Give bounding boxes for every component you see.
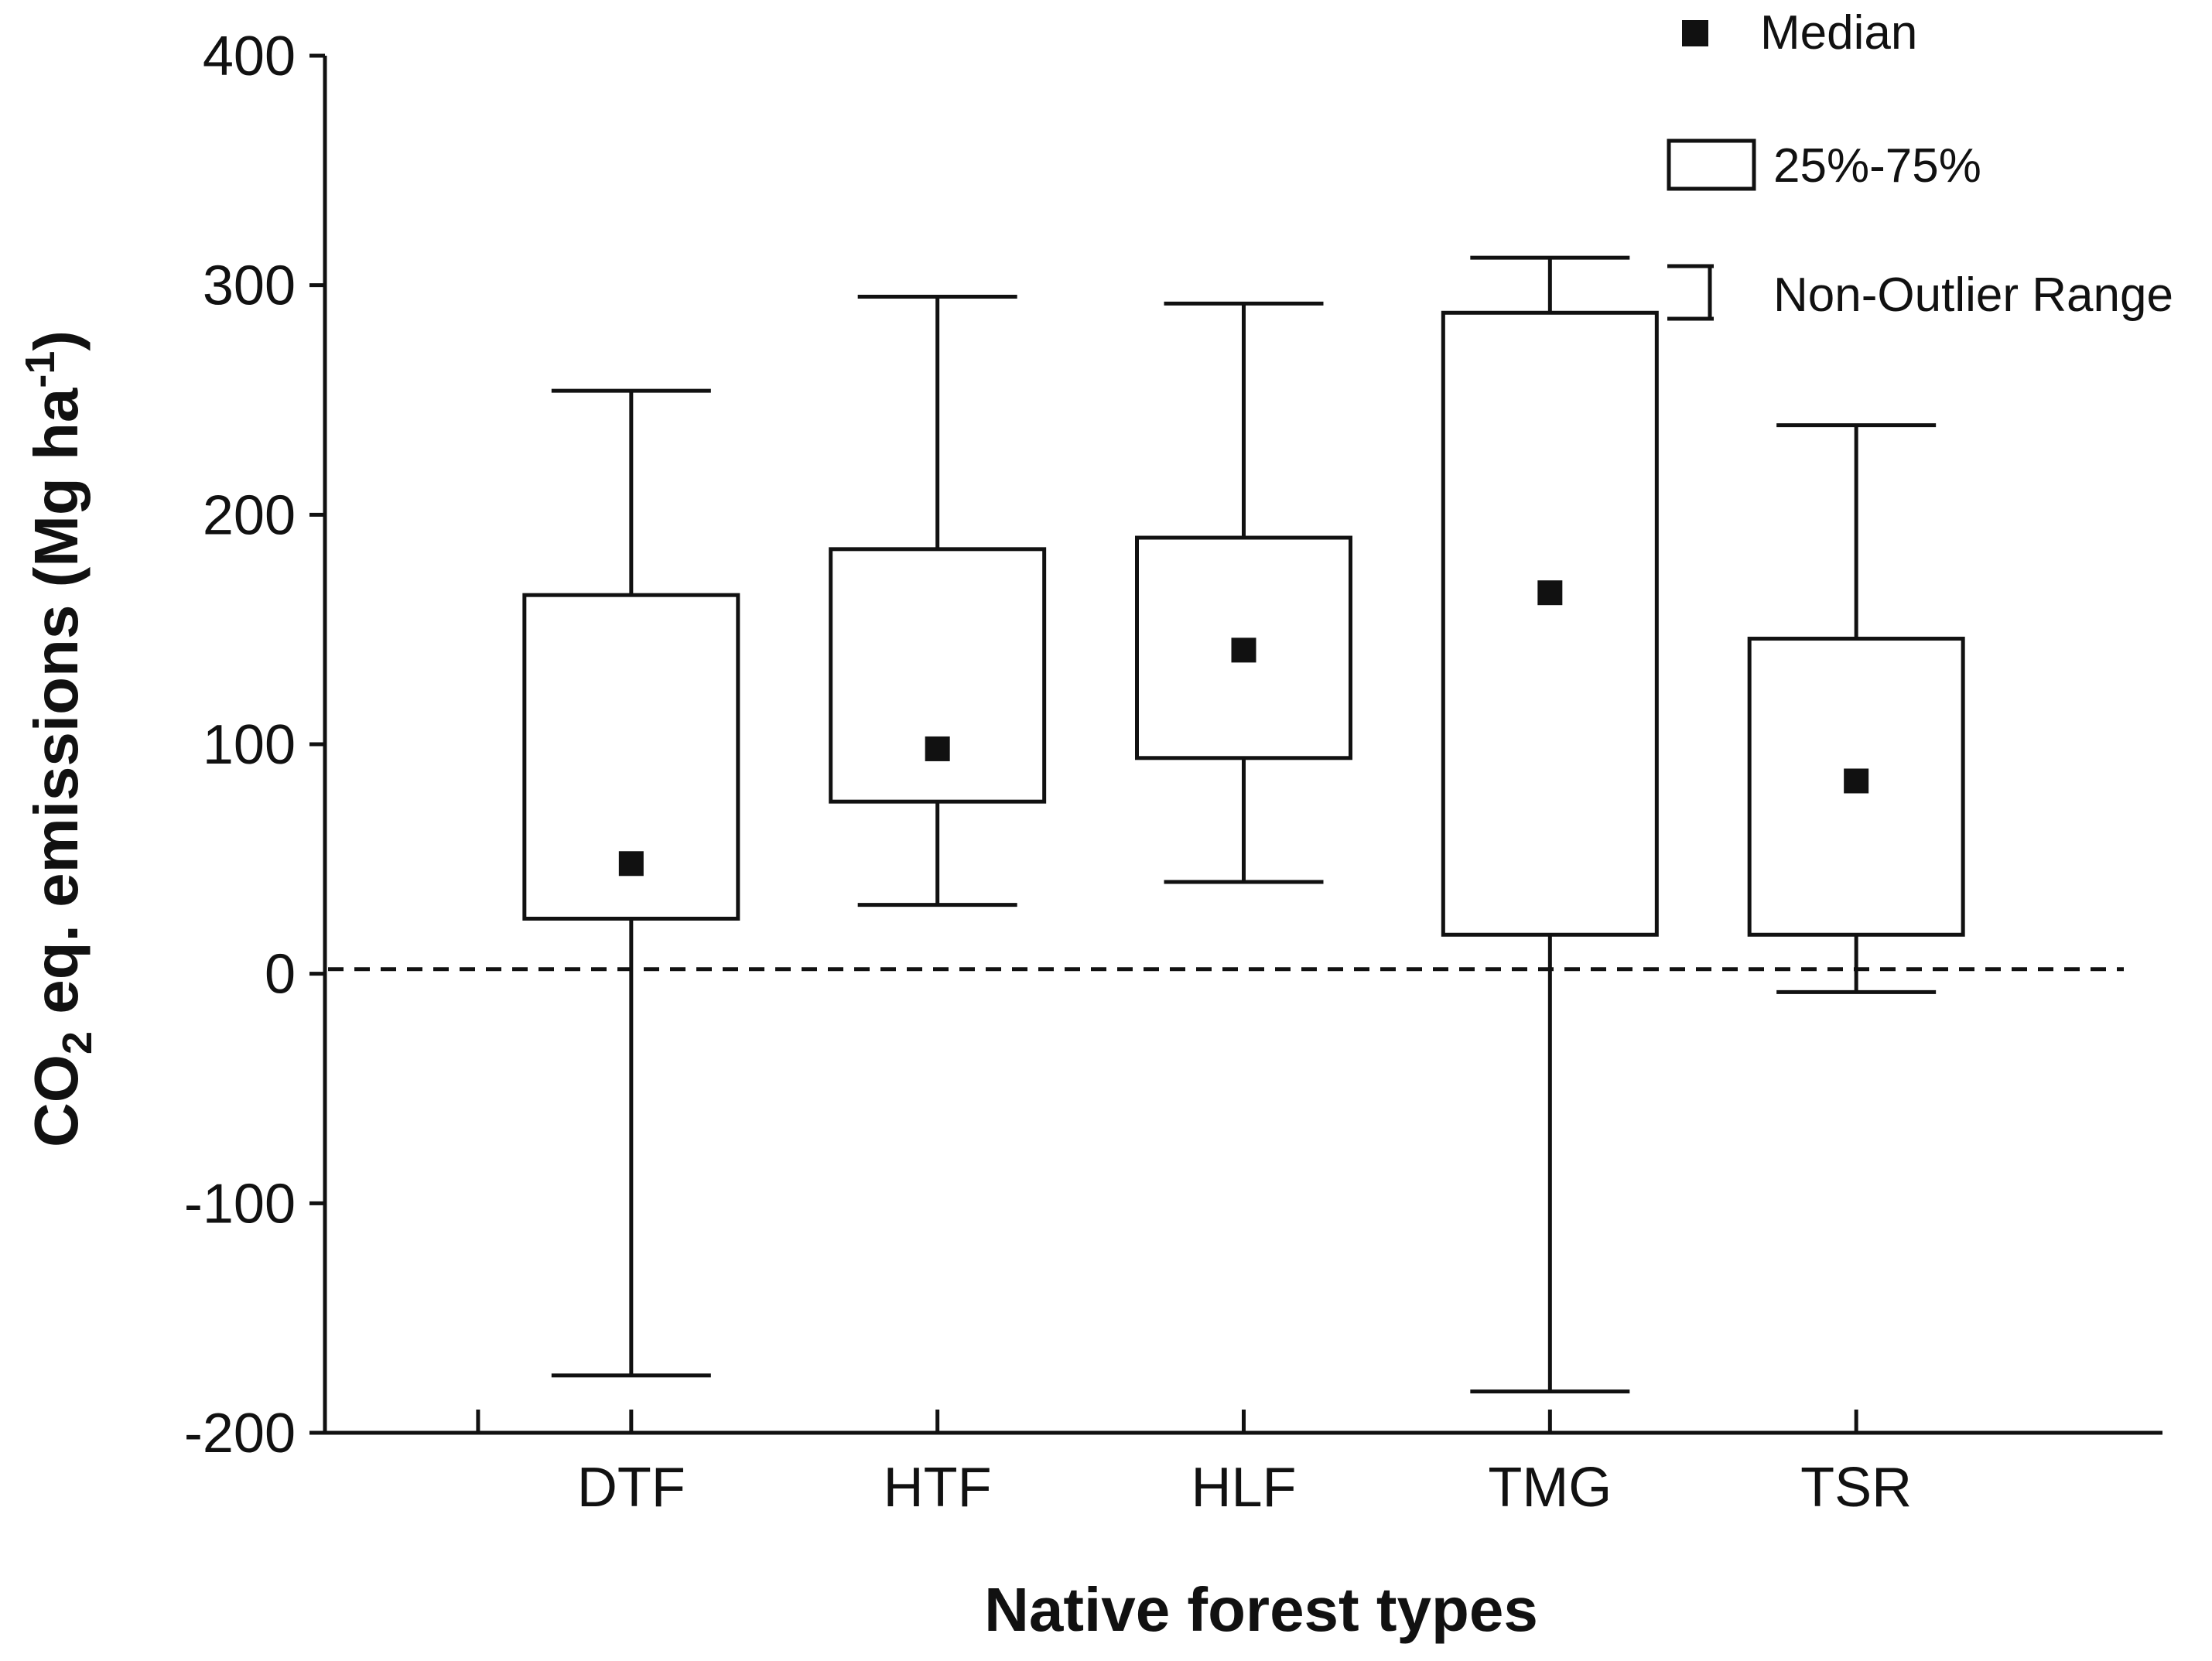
- x-axis-title: Native forest types: [984, 1575, 1538, 1644]
- legend-box-label: 25%-75%: [1773, 139, 1981, 193]
- legend-median-swatch: [1682, 20, 1708, 46]
- box-htf: [829, 295, 1047, 907]
- y-tick-label: -100: [184, 1173, 296, 1235]
- x-category-label: HLF: [1191, 1457, 1296, 1519]
- median-marker: [1231, 637, 1256, 663]
- y-title-subscript: 2: [54, 1031, 101, 1054]
- y-tick-label: 100: [203, 714, 296, 776]
- iqr-box: [1441, 310, 1659, 937]
- iqr-box: [829, 547, 1047, 804]
- legend-whisker-swatch: [1667, 264, 1714, 321]
- legend-box-swatch: [1667, 138, 1756, 191]
- x-category-label: TMG: [1488, 1457, 1612, 1519]
- legend-whisker-label: Non-Outlier Range: [1773, 268, 2173, 322]
- median-marker: [1844, 768, 1869, 794]
- box-hlf: [1135, 301, 1352, 884]
- box-tmg: [1441, 255, 1659, 1394]
- y-tick-label: 300: [203, 255, 296, 317]
- y-title-middle: eq. emissions (Mg ha: [22, 388, 91, 1031]
- y-tick-label: 400: [203, 26, 296, 87]
- x-category-label: HTF: [884, 1457, 992, 1519]
- boxes: [522, 255, 1965, 1394]
- y-tick-label: -200: [184, 1403, 296, 1464]
- legend: Median 25%-75% Non-Outlier Range: [1667, 6, 2173, 322]
- y-axis-title: CO2 eq. emissions (Mg ha-1): [17, 330, 101, 1147]
- median-marker: [1537, 580, 1563, 606]
- box-tsr: [1747, 423, 1965, 994]
- x-category-label: DTF: [577, 1457, 685, 1519]
- legend-median-label: Median: [1760, 6, 1917, 60]
- y-title-prefix: CO: [22, 1054, 91, 1147]
- y-title-superscript: -1: [17, 351, 63, 388]
- x-category-label: TSR: [1800, 1457, 1912, 1519]
- axes: -200 -100 0 100 200 300 400: [184, 26, 2162, 1464]
- axis-labels: Native forest types CO2 eq. emissions (M…: [17, 330, 1912, 1644]
- median-marker: [618, 851, 644, 877]
- y-tick-label: 0: [265, 944, 296, 1006]
- median-marker: [925, 736, 950, 761]
- box-dtf: [522, 388, 740, 1378]
- y-title-suffix: ): [22, 330, 91, 351]
- y-tick-label: 200: [203, 484, 296, 546]
